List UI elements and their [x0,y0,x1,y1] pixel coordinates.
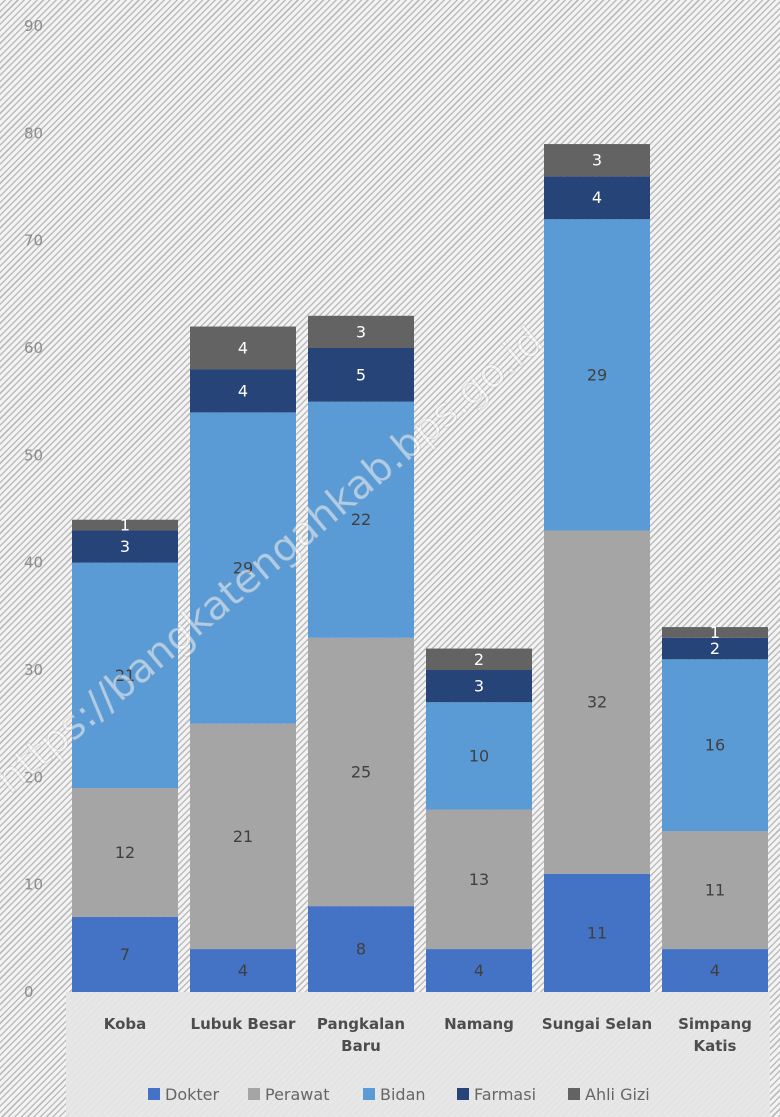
legend-swatch [568,1088,580,1100]
bar-segment-dokter [308,906,414,992]
legend-item: Dokter [148,1085,219,1104]
data-label: 16 [705,736,725,755]
y-tick-label: 70 [24,232,43,250]
bar-segment-bidan [662,659,768,831]
bar-segment-bidan [544,219,650,531]
data-label: 8 [356,940,366,959]
y-tick-label: 10 [24,876,43,894]
data-label: 11 [705,881,725,900]
bar-segment-perawat [426,809,532,950]
bar-segment-ahli-gizi [544,144,650,177]
y-tick-label: 90 [24,17,43,35]
data-label: 4 [474,961,484,980]
bar-segment-perawat [72,788,178,917]
x-axis-labels: Koba Lubuk Besar Pangkalan Baru Namang Sungai… [104,1015,752,1055]
x-tick-label: Namang [444,1015,514,1033]
x-tick-label: Koba [104,1015,147,1033]
legend-label: Dokter [165,1085,219,1104]
x-tick-label: Pangkalan Baru [317,1015,405,1055]
data-label: 25 [351,762,371,781]
data-label: 4 [238,339,248,358]
data-label: 3 [356,322,366,341]
legend-item: Bidan [363,1085,426,1104]
data-label: 2 [474,650,484,669]
legend-label: Ahli Gizi [585,1085,650,1104]
y-tick-label: 30 [24,661,43,679]
bar-segment-dokter [426,949,532,992]
data-label: 3 [592,151,602,170]
data-label: 12 [115,843,135,862]
legend-label: Bidan [380,1085,426,1104]
bar-segment-dokter [190,949,296,992]
bar-segment-farmasi [308,348,414,402]
y-tick-label: 20 [24,768,43,786]
data-label: 2 [710,639,720,658]
bar-segment-bidan [426,702,532,810]
bar-segment-perawat [662,831,768,950]
bar-segment-farmasi [662,637,768,660]
legend-swatch [363,1088,375,1100]
bar-segment-bidan [190,412,296,724]
legend-swatch [248,1088,260,1100]
data-label: 7 [120,945,130,964]
bar-segment-farmasi [72,530,178,563]
data-label: 4 [710,961,720,980]
data-label: 32 [587,693,607,712]
bar-segment-farmasi [544,176,650,220]
legend-item: Farmasi [457,1085,536,1104]
bar-segment-ahli-gizi [72,519,178,531]
bar-segment-perawat [308,637,414,907]
y-tick-label: 40 [24,554,43,572]
data-label: 4 [238,381,248,400]
bars: 7122131421294482522534131032113229434111… [72,144,768,992]
bar-segment-ahli-gizi [426,648,532,670]
bar-segment-dokter [544,873,650,992]
bar-segment-ahli-gizi [662,627,768,638]
bar-segment-farmasi [426,670,532,703]
y-tick-label: 0 [24,983,34,1001]
legend-label: Farmasi [474,1085,536,1104]
bar-segment-ahli-gizi [308,315,414,348]
data-label: 3 [120,537,130,556]
data-label: 1 [120,516,130,535]
bar-segment-dokter [662,949,768,992]
bar-segment-perawat [190,723,296,950]
x-tick-label: Lubuk Besar [191,1015,297,1033]
x-axis-band [66,992,770,1117]
x-tick-label: Sungai Selan [542,1015,652,1033]
data-label: 22 [351,510,371,529]
data-label: 5 [356,365,366,384]
y-tick-label: 80 [24,124,43,142]
data-label: 29 [587,365,607,384]
data-label: 21 [233,827,253,846]
x-tick-label: Simpang Katis [678,1015,752,1055]
legend-item: Perawat [248,1085,329,1104]
data-label: 1 [710,623,720,642]
bar-segment-bidan [308,401,414,638]
legend-item: Ahli Gizi [568,1085,650,1104]
y-tick-label: 60 [24,339,43,357]
data-label: 29 [233,559,253,578]
legend-label: Perawat [265,1085,329,1104]
data-label: 13 [469,870,489,889]
bar-segment-dokter [72,916,178,992]
legend-swatch [457,1088,469,1100]
bar-segment-ahli-gizi [190,326,296,370]
y-tick-label: 50 [24,446,43,464]
data-label: 11 [587,923,607,942]
bar-segment-perawat [544,530,650,874]
bar-segment-farmasi [190,369,296,413]
data-label: 4 [592,188,602,207]
legend: Dokter Perawat Bidan Farmasi Ahli Gizi [148,1085,650,1104]
y-axis-ticks: 0 10 20 30 40 50 60 70 80 90 [24,17,43,1001]
legend-swatch [148,1088,160,1100]
data-label: 10 [469,746,489,765]
data-label: 4 [238,961,248,980]
bar-segment-bidan [72,562,178,789]
data-label: 3 [474,677,484,696]
data-label: 21 [115,666,135,685]
